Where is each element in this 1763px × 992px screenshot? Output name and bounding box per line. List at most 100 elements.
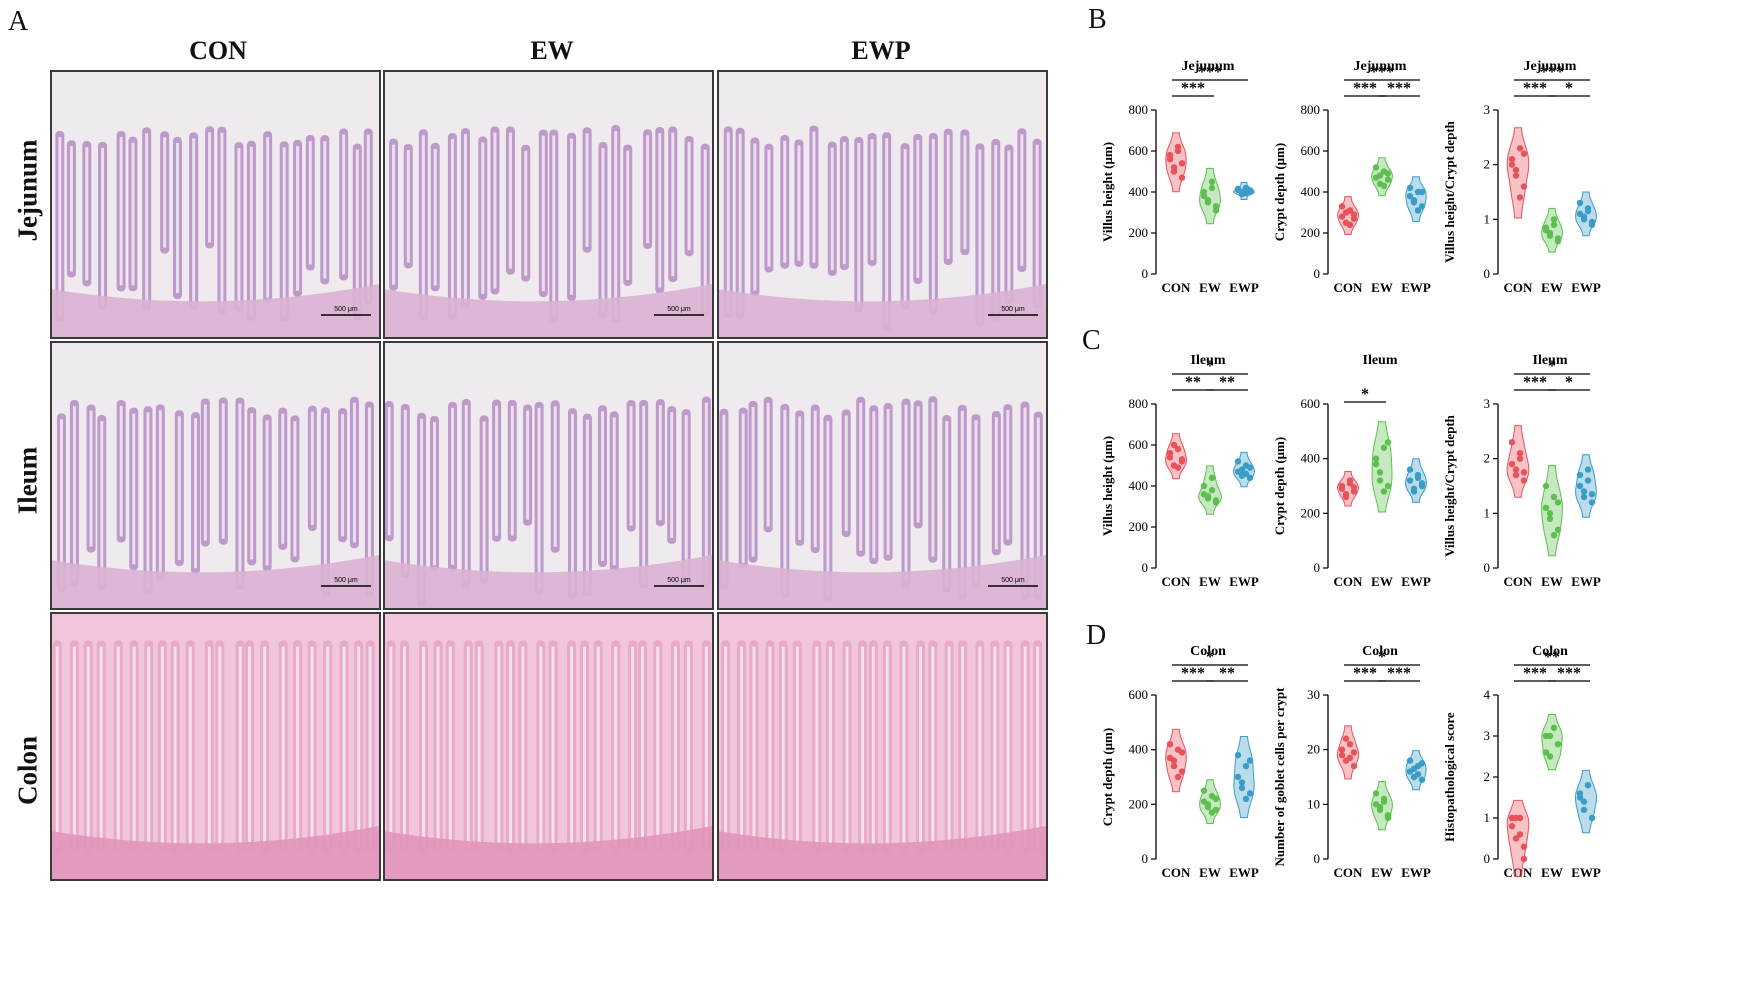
data-point — [1414, 771, 1422, 778]
tissue-lumen — [131, 142, 135, 286]
tissue-lumen — [101, 147, 105, 305]
tissue-lumen — [86, 646, 90, 847]
tissue-lumen — [738, 133, 742, 314]
data-point — [1576, 471, 1584, 479]
tissue-image: 500 μm — [719, 72, 1046, 337]
y-tick-label: 0 — [1484, 560, 1491, 575]
data-point — [1554, 499, 1562, 506]
data-point — [1410, 197, 1418, 204]
tissue-lumen — [1035, 144, 1039, 303]
data-point — [1418, 760, 1426, 767]
significance-label: *** — [1523, 665, 1547, 682]
y-tick-label: 0 — [1142, 266, 1149, 281]
data-point — [1178, 456, 1186, 463]
tissue-lumen — [684, 415, 688, 579]
data-point — [1380, 444, 1388, 451]
data-point — [1204, 493, 1212, 500]
y-tick-label: 3 — [1484, 102, 1491, 117]
tissue-lumen — [387, 407, 391, 536]
tissue-lumen — [72, 406, 76, 582]
tissue-lumen — [795, 646, 799, 847]
muscle-layer — [52, 284, 379, 337]
tissue-lumen — [826, 420, 830, 597]
tissue-lumen — [392, 144, 396, 285]
data-point — [1508, 439, 1516, 446]
y-tick-label: 0 — [1484, 851, 1491, 866]
x-tick-label: EW — [1541, 280, 1563, 295]
data-point — [1554, 526, 1562, 533]
data-point — [1178, 160, 1186, 167]
x-tick-label: EW — [1199, 574, 1221, 589]
tissue-lumen — [463, 134, 467, 303]
scale-bar-label: 500 μm — [667, 577, 691, 584]
y-tick-label: 800 — [1129, 396, 1149, 411]
data-point — [1580, 806, 1588, 813]
y-tick-label: 400 — [1129, 742, 1149, 757]
muscle-layer — [52, 555, 379, 608]
data-point — [1350, 749, 1358, 756]
data-point — [1178, 768, 1186, 775]
violin-chart-c-3: 0 1 2 3 CON EW EWP *** * * Ileum Villus height/Cryp… — [1440, 352, 1610, 607]
data-point — [1580, 488, 1588, 495]
tissue-lumen — [464, 404, 468, 582]
data-point — [1376, 172, 1384, 179]
tissue-lumen — [448, 646, 452, 847]
tissue-lumen — [450, 138, 454, 314]
tissue-lumen — [220, 132, 224, 309]
column-header-con: CON — [189, 36, 247, 65]
tissue-lumen — [741, 413, 745, 563]
tissue-lumen — [237, 148, 241, 306]
tissue-lumen — [85, 147, 89, 281]
tissue-lumen — [433, 148, 437, 286]
chart-title: Ileum — [1191, 353, 1226, 368]
x-tick-label: EWP — [1401, 280, 1431, 295]
significance-label: ** — [1185, 374, 1201, 391]
tissue-lumen — [281, 413, 285, 544]
tissue-lumen — [60, 419, 64, 587]
tissue-lumen — [342, 646, 346, 847]
y-tick-label: 1 — [1484, 505, 1491, 520]
data-point — [1516, 145, 1524, 152]
x-tick-label: EWP — [1401, 865, 1431, 880]
tissue-lumen — [870, 139, 874, 261]
tissue-lumen — [420, 418, 424, 602]
tissue-lumen — [282, 147, 286, 316]
x-tick-label: CON — [1334, 574, 1364, 589]
y-axis-label: Crypt depth (μm) — [1272, 437, 1287, 535]
data-point — [1204, 801, 1212, 808]
tissue-lumen — [859, 402, 863, 551]
data-point — [1342, 735, 1350, 742]
y-axis-label: Number of goblet cells per crypt — [1272, 687, 1287, 867]
tissue-lumen — [422, 646, 426, 847]
tissue-lumen — [389, 646, 393, 847]
data-point — [1414, 474, 1422, 481]
significance-label: *** — [1353, 665, 1377, 682]
data-point — [1542, 504, 1550, 512]
tissue-lumen — [857, 143, 861, 307]
y-tick-label: 200 — [1301, 225, 1321, 240]
tissue-lumen — [58, 136, 62, 317]
data-point — [1584, 782, 1592, 789]
tissue-lumen — [357, 646, 361, 847]
data-point — [1550, 724, 1558, 731]
tissue-lumen — [521, 646, 525, 847]
data-point — [1384, 170, 1392, 177]
y-tick-label: 800 — [1301, 102, 1321, 117]
data-point — [1418, 776, 1426, 783]
y-axis-label: Villus height (μm) — [1100, 436, 1115, 536]
y-axis-label: Histopathological score — [1442, 712, 1457, 842]
significance-label: *** — [1181, 665, 1205, 682]
data-point — [1242, 470, 1250, 477]
tissue-lumen — [797, 145, 801, 261]
data-point — [1242, 795, 1250, 803]
data-point — [1338, 746, 1346, 753]
tissue-lumen — [221, 403, 225, 539]
data-point — [1246, 474, 1254, 481]
tissue-lumen — [601, 148, 605, 314]
tissue-lumen — [207, 646, 211, 847]
tissue-lumen — [726, 132, 730, 313]
tissue-lumen — [931, 139, 935, 309]
data-point — [1418, 203, 1426, 210]
tissue-lumen — [753, 143, 757, 291]
x-tick-label: EWP — [1401, 574, 1431, 589]
